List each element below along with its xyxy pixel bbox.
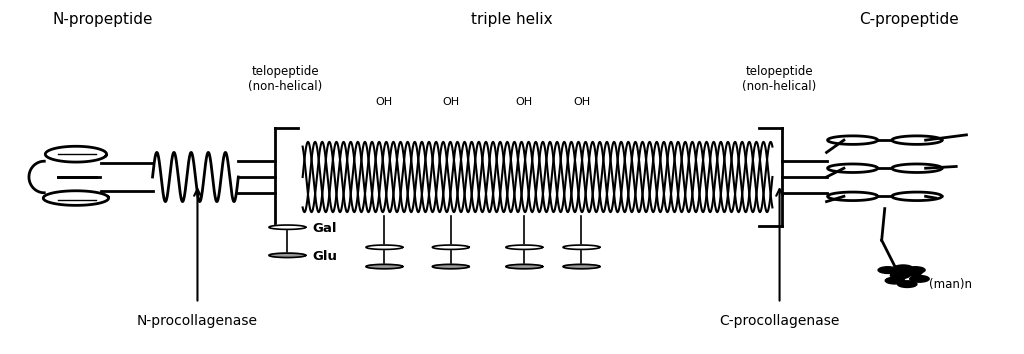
- Circle shape: [902, 269, 922, 276]
- Polygon shape: [366, 264, 402, 269]
- Text: triple helix: triple helix: [471, 12, 553, 27]
- Circle shape: [893, 265, 912, 272]
- Text: telopeptide
(non-helical): telopeptide (non-helical): [248, 65, 323, 93]
- Polygon shape: [506, 264, 543, 269]
- Circle shape: [897, 281, 916, 287]
- Text: (man)n: (man)n: [929, 278, 972, 291]
- Circle shape: [890, 272, 909, 279]
- Circle shape: [909, 275, 929, 282]
- Text: OH: OH: [572, 97, 590, 107]
- Polygon shape: [432, 245, 469, 250]
- Polygon shape: [506, 245, 543, 250]
- Circle shape: [886, 277, 904, 284]
- Polygon shape: [269, 253, 306, 257]
- Text: OH: OH: [442, 97, 460, 107]
- Text: Glu: Glu: [313, 250, 338, 263]
- Text: OH: OH: [376, 97, 393, 107]
- Circle shape: [905, 267, 925, 273]
- Polygon shape: [366, 245, 402, 250]
- Text: Gal: Gal: [313, 222, 337, 235]
- Text: C-procollagenase: C-procollagenase: [720, 314, 840, 328]
- Text: N-propeptide: N-propeptide: [52, 12, 153, 27]
- Circle shape: [879, 267, 897, 273]
- Text: telopeptide
(non-helical): telopeptide (non-helical): [742, 65, 817, 93]
- Text: N-procollagenase: N-procollagenase: [137, 314, 258, 328]
- Polygon shape: [563, 245, 600, 250]
- Polygon shape: [563, 264, 600, 269]
- Polygon shape: [269, 225, 306, 229]
- Text: OH: OH: [516, 97, 532, 107]
- Text: C-propeptide: C-propeptide: [859, 12, 958, 27]
- Polygon shape: [432, 264, 469, 269]
